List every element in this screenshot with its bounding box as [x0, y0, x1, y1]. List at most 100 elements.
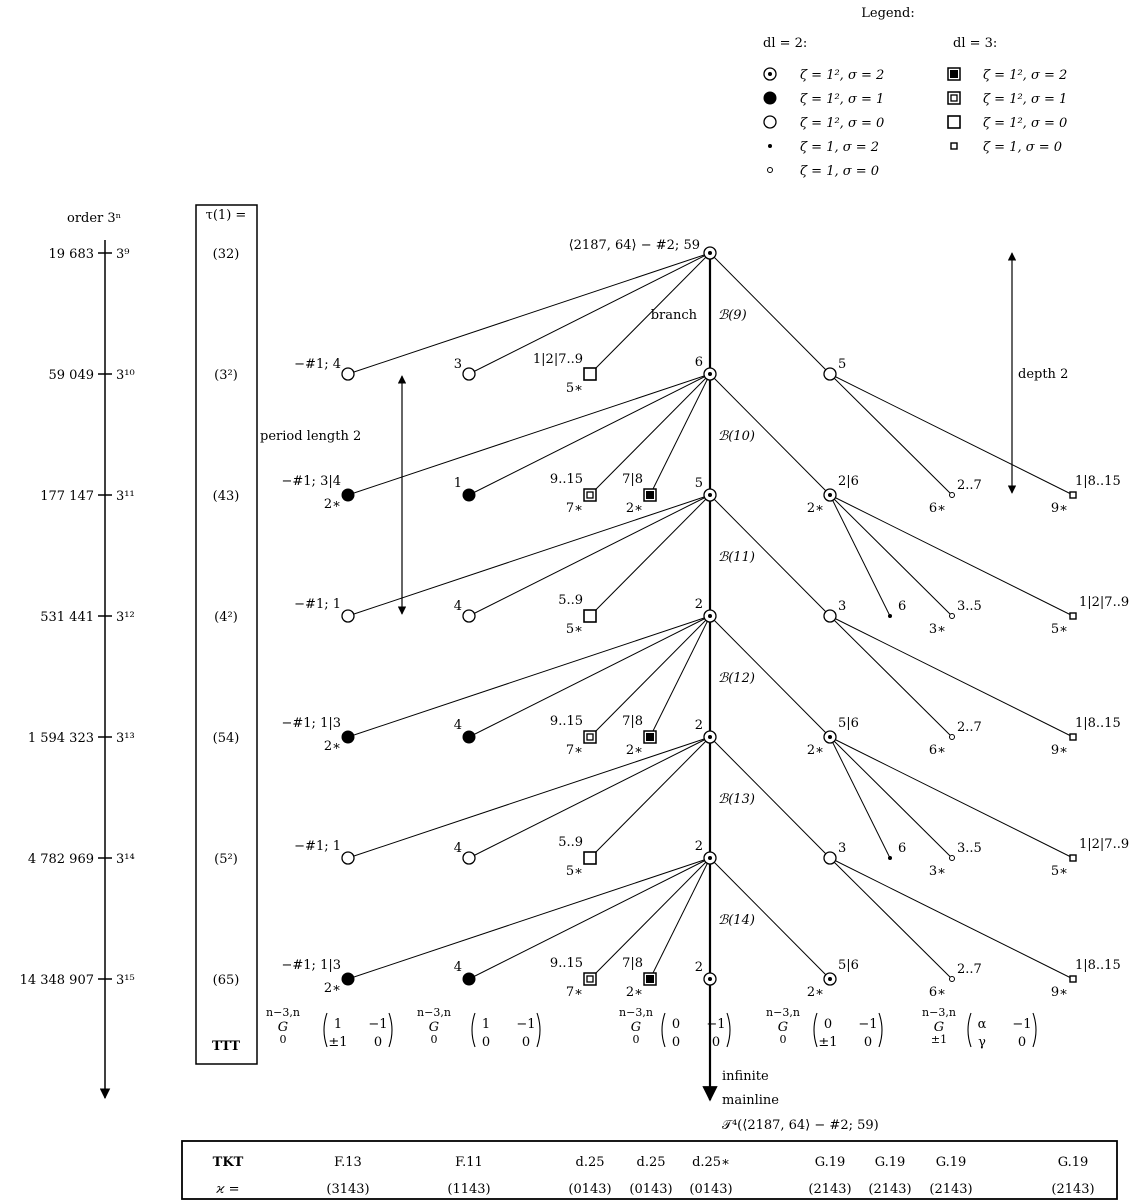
matrix-right-paren	[1032, 1012, 1037, 1048]
matrix-left-paren	[813, 1012, 818, 1048]
open-circle-icon	[763, 115, 777, 129]
vertex-label: 3∗	[929, 864, 946, 879]
vertex-label: 2∗	[626, 743, 643, 758]
vertex	[949, 734, 955, 740]
tree-edge	[347, 736, 711, 859]
vertex	[888, 856, 892, 860]
tree-edge	[829, 373, 953, 496]
tree-edge	[709, 373, 831, 496]
depth-label: depth 2	[1018, 367, 1068, 382]
vertex-label: 2∗	[626, 501, 643, 516]
legend-dl2-header: dl = 2:	[763, 36, 807, 51]
vertex-label: 9..15	[550, 956, 583, 971]
tkt-value: G.19	[1058, 1155, 1089, 1170]
tkt-value: G.19	[815, 1155, 846, 1170]
tree-edge	[829, 615, 1074, 738]
matrix-entry: ±1	[818, 1035, 837, 1050]
filled-circle-icon	[763, 91, 777, 105]
vertex-label: −#1; 1|3	[282, 716, 342, 731]
small-circle-icon	[767, 167, 773, 173]
vertex-label: 5|6	[838, 716, 859, 731]
order-value: 59 049	[49, 368, 95, 383]
tkt-value: d.25	[637, 1155, 666, 1170]
vertex-label: 3..5	[957, 599, 982, 614]
vertex-label: 9..15	[550, 472, 583, 487]
mainline-vertex	[703, 367, 717, 381]
vertex-label: 7|8	[622, 472, 643, 487]
vertex	[949, 492, 955, 498]
matrix-entry: 0	[482, 1035, 490, 1050]
order-value: 4 782 969	[28, 852, 94, 867]
vertex	[823, 851, 837, 865]
vertex-label: 2∗	[807, 743, 824, 758]
vertex	[341, 488, 355, 502]
circle-dot-icon	[763, 67, 777, 81]
vertex-label: 6	[695, 355, 703, 370]
legend-title: Legend:	[861, 6, 914, 21]
root-label: ⟨2187, 64⟩ − #2; 59	[569, 238, 700, 253]
tree-edges	[347, 252, 1074, 980]
vertex-label: 5∗	[566, 864, 583, 879]
tree-edge	[709, 494, 831, 617]
vertex-label: 1|2|7..9	[1079, 595, 1129, 610]
vertex-label: 3	[838, 599, 846, 614]
group-sub: ±1	[931, 1033, 947, 1046]
group-sub: 0	[280, 1033, 287, 1046]
vertex-label: 5	[695, 476, 703, 491]
tree-edge	[589, 252, 711, 375]
vertex-label: −#1; 3|4	[282, 474, 342, 489]
vertex-label: 6	[898, 599, 906, 614]
tau-value: (4²)	[214, 610, 238, 625]
vertex	[341, 367, 355, 381]
vertex	[823, 972, 837, 986]
mainline-vertex	[703, 488, 717, 502]
legend-text: ζ = 1², σ = 0	[983, 116, 1067, 131]
matrix-entry: −1	[706, 1017, 725, 1032]
mainline-vertex	[703, 972, 717, 986]
vertex	[462, 488, 476, 502]
vertex	[1069, 491, 1077, 499]
vertex-label: 4	[454, 841, 462, 856]
matrix-left-paren	[967, 1012, 972, 1048]
group-sup: n−3,n	[766, 1006, 800, 1019]
order-power: 3¹⁵	[116, 973, 135, 988]
vertex-label: 4	[454, 718, 462, 733]
tree-edge	[347, 857, 711, 980]
vertex-label: 2|6	[838, 474, 859, 489]
tree-edge	[468, 494, 711, 617]
vertex	[462, 609, 476, 623]
vertex-label: −#1; 1	[294, 839, 341, 854]
matrix-entry: 1	[482, 1017, 490, 1032]
matrix-entry: 1	[334, 1017, 342, 1032]
vertex-label: 5∗	[1051, 864, 1068, 879]
matrix-entry: γ	[978, 1035, 986, 1050]
vertex-label: 6	[898, 841, 906, 856]
vertex	[462, 851, 476, 865]
matrix-entry: −1	[368, 1017, 387, 1032]
tree-edge	[709, 857, 831, 980]
group-sub: 0	[780, 1033, 787, 1046]
matrix-entry: 0	[864, 1035, 872, 1050]
vertex	[1069, 733, 1077, 741]
vertex-label: 7∗	[566, 501, 583, 516]
tree-edge	[468, 615, 711, 738]
group-symbol: G	[631, 1020, 641, 1035]
matrix-entry: 0	[824, 1017, 832, 1032]
tree-edge	[468, 736, 711, 859]
vertex-label: 1	[454, 476, 462, 491]
root-vertex	[703, 246, 717, 260]
tree-edge	[829, 736, 891, 859]
vertex	[949, 613, 955, 619]
tree-edge	[829, 615, 953, 738]
vertex-label: 5..9	[558, 835, 583, 850]
vertex	[583, 972, 597, 986]
vertex	[341, 730, 355, 744]
vertex-label: 7∗	[566, 985, 583, 1000]
small-dot-icon	[768, 144, 772, 148]
matrix-right-paren	[388, 1012, 393, 1048]
matrix-entry: 0	[672, 1035, 680, 1050]
vertex-label: 6∗	[929, 501, 946, 516]
vertex-label: 2∗	[324, 981, 341, 996]
vertex	[1069, 612, 1077, 620]
matrix-entry: 0	[712, 1035, 720, 1050]
